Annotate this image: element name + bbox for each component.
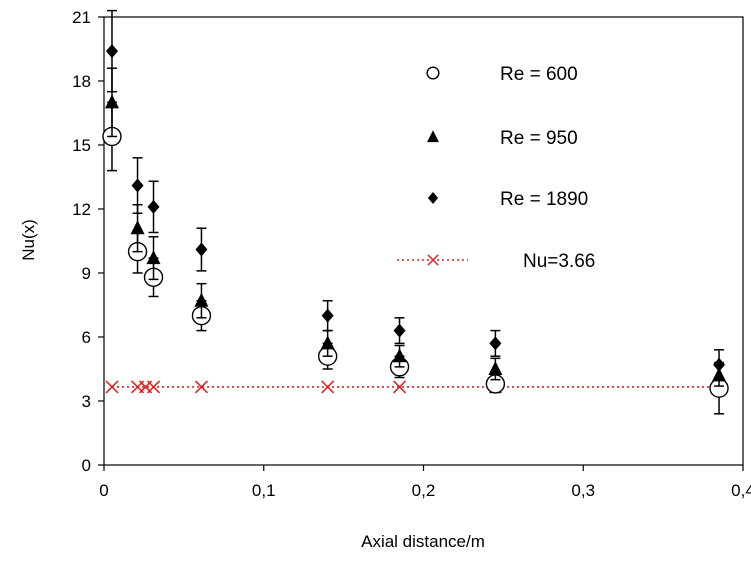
x-tick-label: 0,2 (412, 481, 436, 500)
series-re-1890 (105, 9, 726, 381)
data-point (393, 323, 406, 338)
legend-label: Re = 950 (500, 128, 578, 149)
y-tick-label: 3 (82, 392, 91, 411)
x-tick-label: 0,1 (252, 481, 276, 500)
data-point (131, 178, 144, 193)
x-mark-stroke (194, 380, 208, 394)
legend-entry: Re = 1890 (427, 189, 588, 210)
data-point (489, 336, 502, 351)
data-point (195, 242, 208, 257)
data-point (105, 380, 119, 394)
x-tick-label: 0 (99, 481, 108, 500)
x-mark-stroke (105, 380, 119, 394)
y-tick-label: 15 (72, 136, 91, 155)
x-mark-stroke (146, 380, 161, 394)
data-point (146, 250, 161, 265)
y-tick-label: 18 (72, 72, 91, 91)
data-point (488, 361, 503, 375)
y-tick-label: 21 (72, 8, 91, 27)
x-mark-stroke (393, 380, 407, 394)
x-mark-stroke (427, 254, 439, 266)
legend-marker (427, 130, 439, 143)
legend-label: Re = 1890 (500, 189, 588, 210)
x-axis-label: Axial distance/m (361, 532, 485, 551)
legend-marker (426, 66, 440, 80)
y-axis-ticks: 0 3 6 9 12 15 18 21 (72, 8, 104, 475)
data-point (146, 380, 161, 394)
y-tick-label: 0 (82, 456, 91, 475)
data-point (194, 380, 208, 394)
x-axis-ticks: 0 0,1 0,2 0,3 0,4 (99, 465, 751, 500)
data-point (147, 199, 160, 214)
x-mark-stroke (321, 380, 335, 394)
data-point (393, 380, 407, 394)
y-tick-label: 9 (82, 264, 91, 283)
legend-marker (427, 254, 439, 266)
series-layer (102, 9, 729, 415)
data-point (104, 94, 119, 109)
data-point (713, 357, 726, 372)
y-tick-label: 12 (72, 200, 91, 219)
legend-label: Re = 600 (500, 64, 578, 85)
data-point (320, 335, 335, 350)
x-tick-label: 0,3 (571, 481, 595, 500)
y-tick-label: 6 (82, 328, 91, 347)
legend-entry: Re = 600 (426, 64, 578, 85)
data-point (321, 308, 334, 323)
data-point (194, 292, 209, 307)
legend-entry: Re = 950 (427, 128, 578, 149)
data-point (392, 348, 407, 363)
legend-label: Nu=3.66 (523, 251, 595, 272)
legend: Re = 600 Re = 950 Re = 1890 Nu=3.66 (397, 64, 595, 272)
data-point (105, 44, 118, 59)
data-point (321, 380, 335, 394)
x-tick-label: 0,4 (731, 481, 751, 500)
data-point (130, 220, 145, 235)
legend-entry: Nu=3.66 (397, 251, 595, 272)
legend-marker (427, 192, 439, 204)
y-axis-label: Nu(x) (19, 219, 38, 261)
